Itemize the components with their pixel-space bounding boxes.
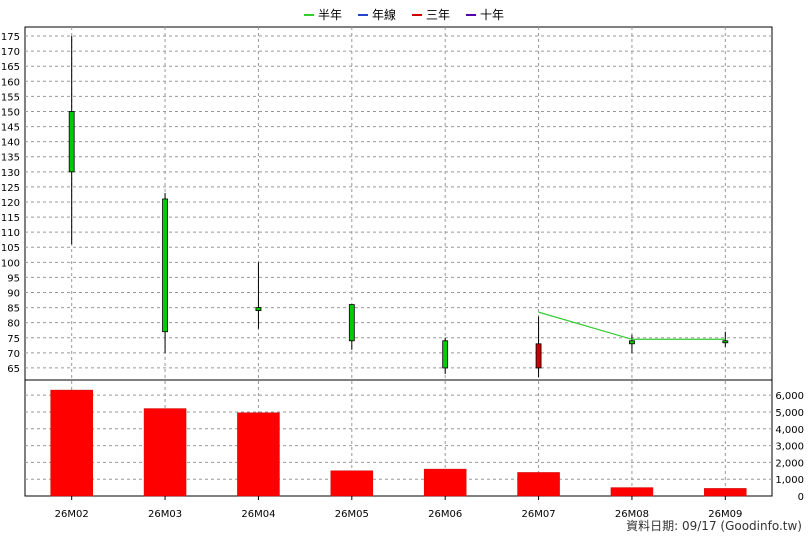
legend-label: 十年	[480, 8, 505, 22]
price-tick-label: 115	[1, 213, 20, 224]
legend-swatch	[466, 13, 477, 16]
x-tick-label: 26M02	[55, 509, 89, 520]
legend-item-0: 半年	[303, 6, 342, 23]
x-tick-label: 26M03	[148, 509, 182, 520]
x-tick-label: 26M09	[708, 509, 742, 520]
volume-bar	[50, 389, 93, 497]
price-tick-label: 110	[1, 228, 20, 239]
data-date-footer: 資料日期: 09/17 (Goodinfo.tw)	[626, 519, 802, 533]
volume-tick-label: 6,000	[775, 391, 804, 402]
price-tick-label: 150	[1, 107, 20, 118]
price-tick-label: 75	[7, 334, 20, 345]
price-tick-label: 145	[1, 123, 20, 134]
legend-swatch	[357, 13, 368, 16]
candle-body	[629, 340, 635, 345]
volume-bar	[610, 487, 654, 497]
candle-body	[255, 307, 262, 312]
candle-body	[68, 111, 75, 173]
price-tick-label: 100	[1, 258, 20, 269]
price-tick-label: 155	[1, 92, 20, 103]
x-tick-label: 26M05	[335, 509, 369, 520]
volume-tick-label: 1,000	[775, 475, 804, 486]
legend-item-3: 十年	[466, 6, 504, 23]
x-tick-label: 26M07	[522, 509, 556, 520]
volume-bar	[423, 468, 467, 497]
candle-body	[442, 340, 449, 369]
volume-bar	[330, 470, 374, 497]
candle-body	[162, 198, 168, 333]
price-tick-label: 160	[1, 77, 20, 88]
legend-label: 三年	[426, 8, 451, 22]
price-tick-label: 175	[1, 32, 20, 43]
price-tick-label: 65	[7, 364, 20, 375]
price-tick-label: 135	[1, 153, 20, 164]
price-tick-label: 80	[7, 319, 20, 330]
price-tick-label: 130	[1, 168, 20, 179]
volume-panel-frame	[24, 379, 773, 497]
chart-legend: 半年 年線 三年 十年	[0, 6, 808, 23]
price-tick-label: 120	[1, 198, 20, 209]
legend-swatch	[303, 13, 314, 16]
ma-line-half-year	[538, 311, 726, 340]
price-tick-label: 140	[1, 138, 20, 149]
legend-swatch	[412, 13, 422, 16]
x-tick-label: 26M08	[615, 509, 649, 520]
volume-tick-label: 5,000	[775, 408, 804, 419]
price-tick-label: 85	[7, 304, 20, 315]
price-tick-label: 90	[7, 289, 20, 300]
price-tick-label: 170	[1, 47, 20, 58]
price-tick-label: 95	[7, 273, 20, 284]
price-panel-frame	[24, 26, 773, 381]
volume-tick-label: 2,000	[775, 458, 804, 469]
legend-label: 年線	[371, 8, 396, 22]
volume-bar	[517, 472, 560, 497]
legend-label: 半年	[317, 8, 342, 22]
candle-body	[348, 304, 355, 342]
x-tick-label: 26M06	[428, 509, 462, 520]
volume-tick-label: 0	[798, 492, 804, 503]
price-tick-label: 125	[1, 183, 20, 194]
legend-item-2: 三年	[412, 6, 450, 23]
volume-tick-label: 4,000	[775, 425, 804, 436]
price-tick-label: 105	[1, 243, 20, 254]
candle-body	[722, 340, 729, 344]
volume-bar	[704, 488, 747, 497]
price-tick-label: 70	[7, 349, 20, 360]
volume-bar	[237, 412, 280, 497]
volume-bar	[143, 408, 187, 497]
legend-item-1: 年線	[357, 6, 396, 23]
candle-body	[535, 343, 542, 369]
price-tick-label: 165	[1, 62, 20, 73]
volume-tick-label: 3,000	[775, 442, 804, 453]
x-tick-label: 26M04	[241, 509, 275, 520]
